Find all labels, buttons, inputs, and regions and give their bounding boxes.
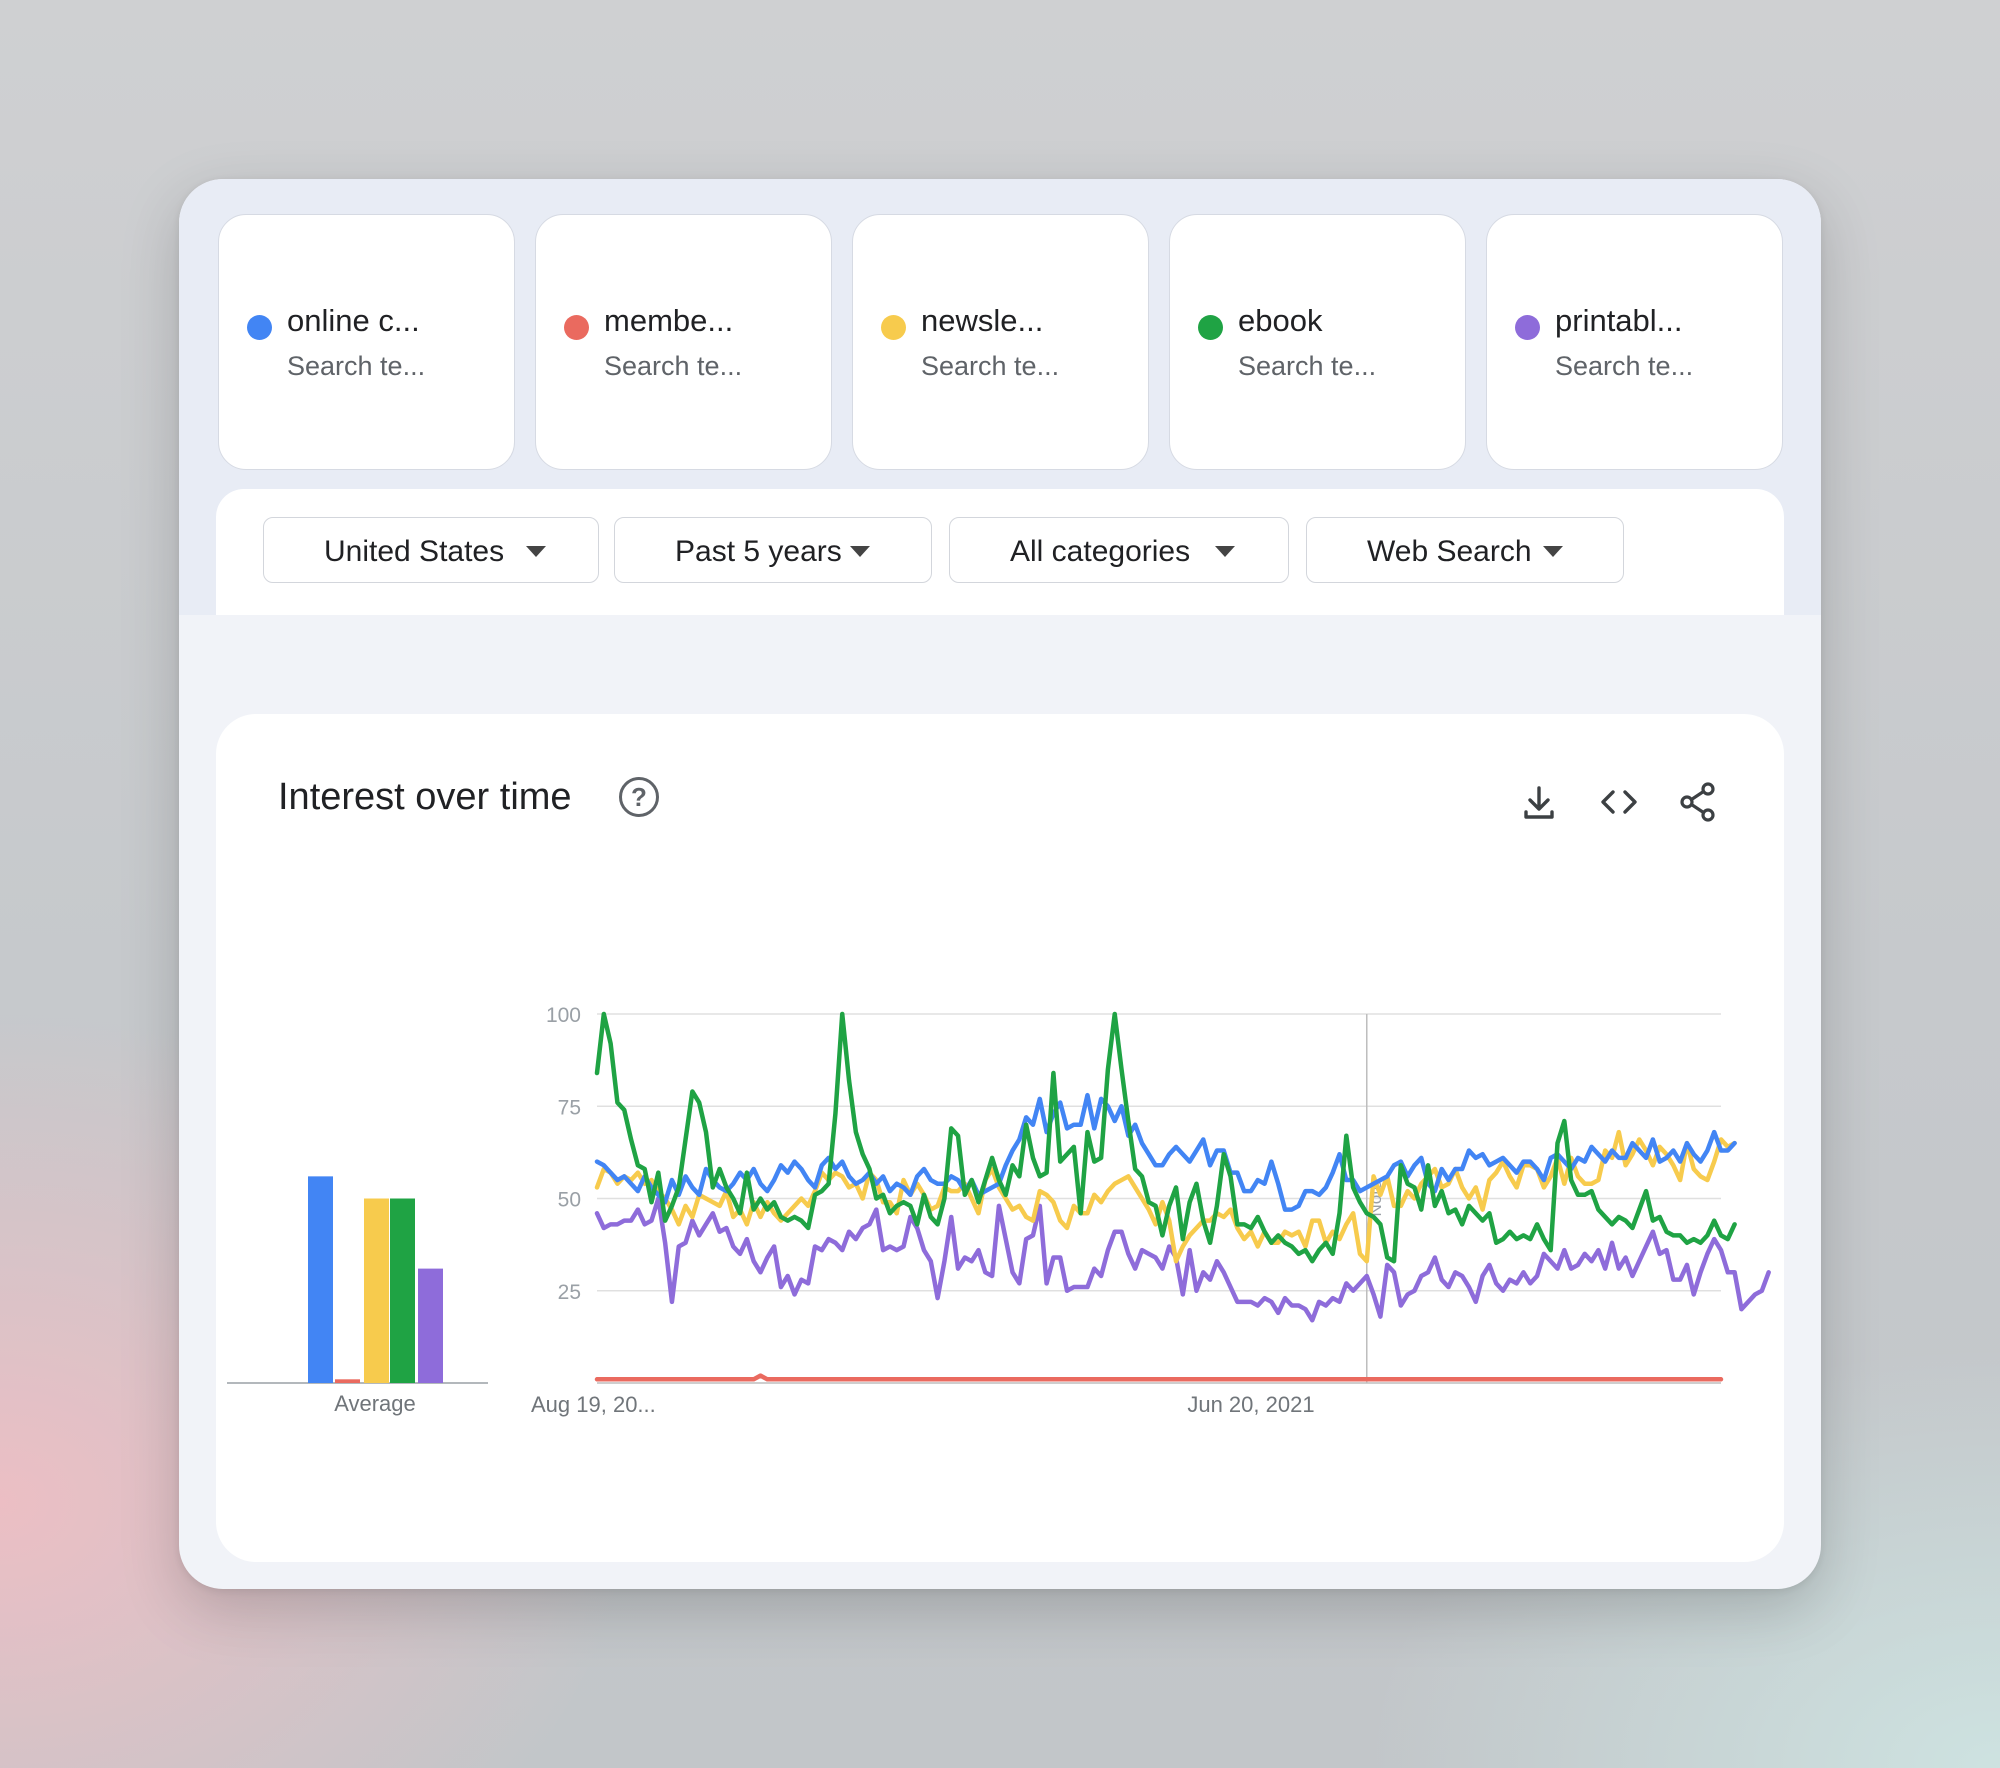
series-color-dot [1515, 315, 1540, 340]
share-icon[interactable] [1676, 780, 1720, 824]
series-line [594, 1092, 1737, 1212]
y-tick-label: 100 [546, 1004, 581, 1027]
search-term-name: online c... [287, 303, 420, 338]
interest-over-time-chart: Average 25 50 75 100 Note Aug 19, 20... Jun 20… [227, 1004, 1771, 1417]
panel-title: Interest over time [278, 776, 572, 818]
average-bar [390, 1198, 415, 1383]
region-select[interactable]: United States [263, 517, 599, 583]
series-line [594, 1373, 1724, 1382]
search-type-select[interactable]: Web Search [1306, 517, 1624, 583]
search-term-name: newsle... [921, 303, 1044, 338]
embed-code-icon[interactable] [1597, 780, 1641, 824]
search-term-card-3[interactable]: newsle... Search te... [852, 214, 1149, 470]
series-line [594, 1196, 1771, 1323]
x-tick-label: Jun 20, 2021 [1187, 1392, 1314, 1417]
series-line [594, 1129, 1737, 1264]
average-bar [308, 1176, 333, 1383]
region-select-label: United States [324, 535, 505, 568]
series-color-dot [564, 315, 589, 340]
chevron-down-icon [1215, 546, 1235, 557]
interest-over-time-panel: Interest over time ? Average 25 50 75 100 No… [216, 714, 1784, 1562]
download-icon[interactable] [1517, 780, 1561, 824]
series-color-dot [247, 315, 272, 340]
category-select-label: All categories [1010, 535, 1191, 568]
y-tick-label: 75 [558, 1096, 581, 1119]
question-circle-icon[interactable]: ? [619, 777, 659, 817]
search-term-card-1[interactable]: online c... Search te... [218, 214, 515, 470]
chevron-down-icon [1543, 546, 1563, 557]
search-term-card-2[interactable]: membe... Search te... [535, 214, 832, 470]
search-term-type: Search te... [1555, 351, 1694, 381]
time-range-select[interactable]: Past 5 years [614, 517, 932, 583]
series-color-dot [1198, 315, 1223, 340]
search-term-name: ebook [1238, 303, 1323, 338]
average-bar-chart: Average [227, 1176, 488, 1416]
series-line [594, 1011, 1737, 1264]
x-tick-label: Aug 19, 20... [531, 1392, 656, 1417]
y-tick-label: 50 [558, 1189, 581, 1212]
search-term-type: Search te... [287, 351, 426, 381]
search-term-name: membe... [604, 303, 734, 338]
filter-bar: United States Past 5 years All categorie… [216, 489, 1784, 615]
search-term-type: Search te... [604, 351, 743, 381]
time-range-select-label: Past 5 years [675, 535, 842, 568]
average-bar [364, 1198, 389, 1383]
average-label: Average [334, 1391, 416, 1416]
search-term-type: Search te... [1238, 351, 1377, 381]
y-tick-label: 25 [558, 1281, 581, 1304]
search-term-name: printabl... [1555, 303, 1683, 338]
search-term-card-4[interactable]: ebook Search te... [1169, 214, 1466, 470]
line-chart: 25 50 75 100 Note Aug 19, 20... Jun 20, 2021 [531, 1004, 1771, 1417]
trends-card: online c... Search te... membe... Search… [179, 179, 1821, 1589]
average-bar [418, 1268, 443, 1383]
average-bar [335, 1379, 360, 1383]
search-term-type: Search te... [921, 351, 1060, 381]
chevron-down-icon [526, 546, 546, 557]
search-term-card-5[interactable]: printabl... Search te... [1486, 214, 1783, 470]
search-type-select-label: Web Search [1367, 535, 1532, 568]
chevron-down-icon [850, 546, 870, 557]
category-select[interactable]: All categories [949, 517, 1289, 583]
note-marker-label: Note [1366, 1181, 1385, 1217]
series-color-dot [881, 315, 906, 340]
